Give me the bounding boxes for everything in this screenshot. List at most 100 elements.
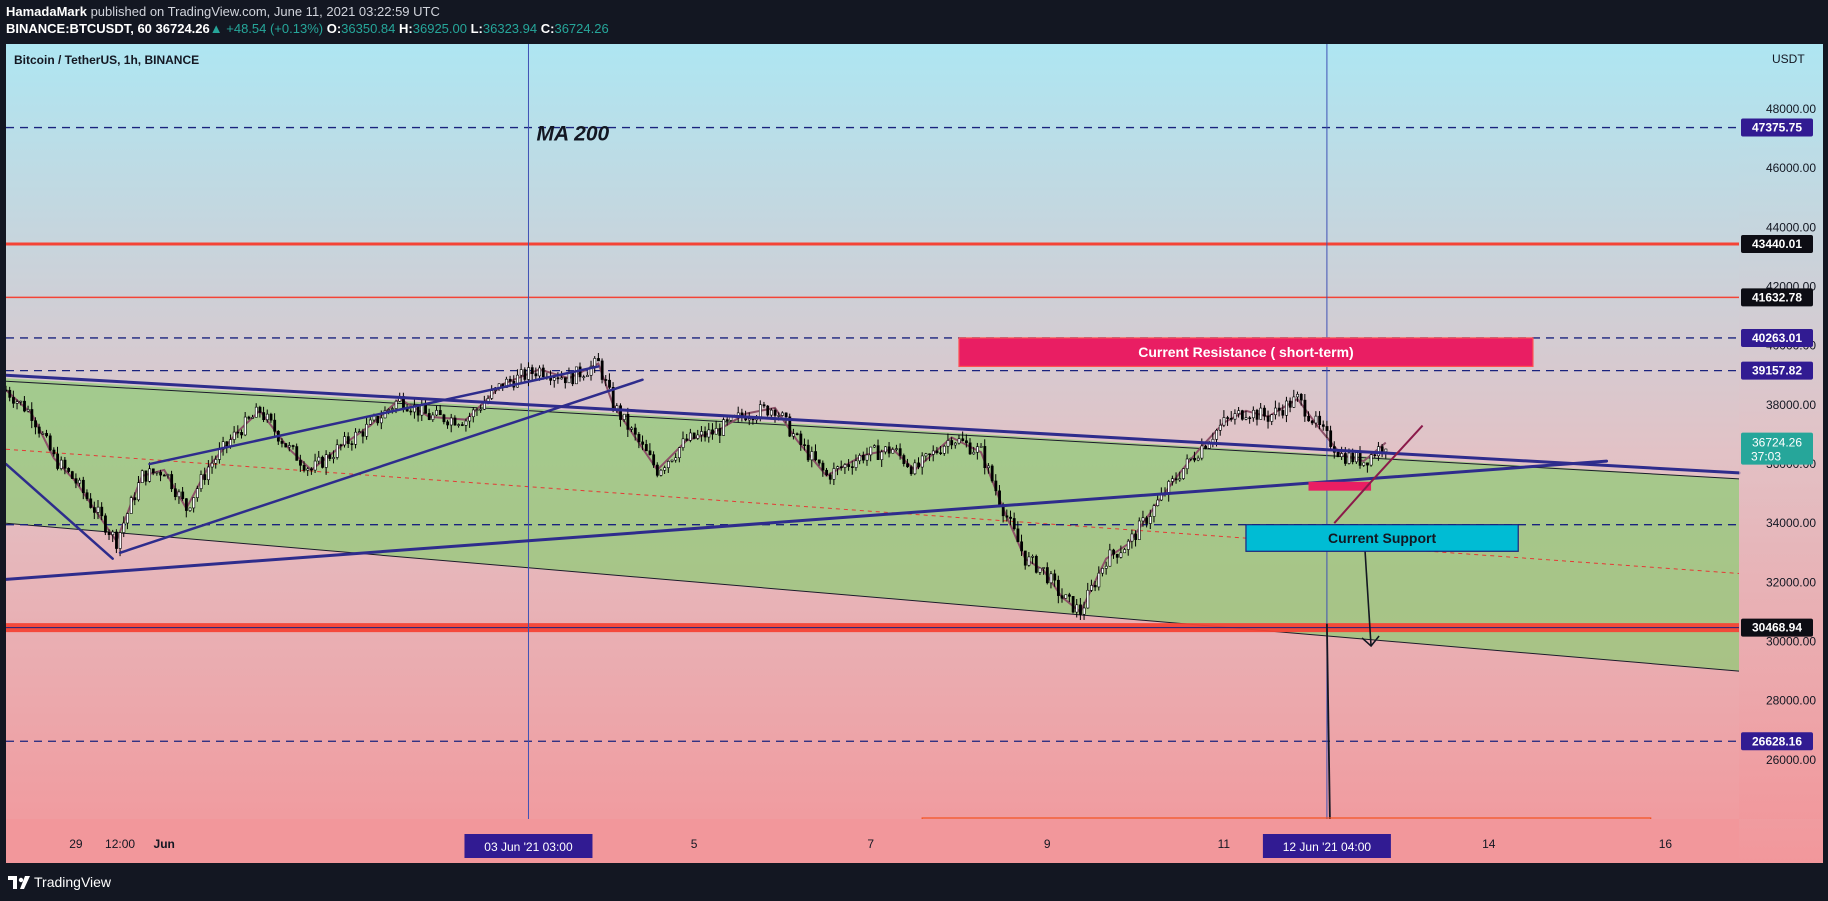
candle-body-299 — [1104, 565, 1108, 569]
candle-body-293 — [1082, 607, 1086, 615]
candle-body-68 — [254, 406, 258, 418]
candle-body-85 — [317, 456, 321, 462]
candle-body-94 — [350, 443, 354, 445]
candle-body-291 — [1075, 604, 1079, 613]
candle-body-143 — [530, 367, 534, 374]
candle-body-323 — [1193, 457, 1196, 461]
close-label: C: — [540, 21, 555, 36]
time-axis-panel[interactable] — [6, 819, 1739, 863]
level-tag-0: 47375.75 — [1752, 121, 1802, 135]
candle-body-276 — [1020, 541, 1024, 552]
candle-body-246 — [909, 466, 913, 475]
candle-body-84 — [313, 460, 317, 471]
chart-title: Bitcoin / TetherUS, 1h, BINANCE — [14, 53, 199, 67]
candle-body-122 — [453, 417, 457, 426]
candle-body-72 — [269, 413, 273, 421]
candle-body-250 — [924, 453, 928, 457]
candle-body-212 — [784, 412, 788, 418]
candle-body-240 — [887, 446, 891, 454]
candle-body-236 — [873, 445, 876, 448]
trendline-3 — [118, 378, 644, 555]
candle-body-264 — [976, 446, 979, 453]
candle-body-42 — [159, 471, 163, 476]
candle-body-254 — [939, 452, 943, 455]
candle-body-71 — [265, 413, 269, 421]
candle-body-351 — [1296, 393, 1299, 398]
candle-body-13 — [52, 449, 56, 455]
candle-body-338 — [1248, 417, 1252, 419]
price-chart[interactable]: MA 200 Current Resistance ( short-term) Cu… — [6, 44, 1823, 863]
candle-body-289 — [1068, 594, 1071, 597]
candle-body-349 — [1288, 400, 1292, 408]
chart-area[interactable]: MA 200 Current Resistance ( short-term) Cu… — [6, 44, 1823, 863]
candle-body-232 — [858, 455, 862, 462]
author-name[interactable]: HamadaMark — [6, 4, 87, 19]
candle-body-146 — [541, 367, 545, 378]
ma200-label: MA 200 — [536, 123, 609, 146]
price-axis-panel[interactable] — [1739, 44, 1823, 819]
candle-body-95 — [354, 431, 358, 445]
candle-body-294 — [1086, 589, 1090, 609]
candle-body-127 — [471, 409, 475, 418]
candle-body-257 — [950, 440, 954, 446]
high-label: H: — [399, 21, 413, 36]
candle-body-141 — [523, 369, 527, 380]
candle-body-37 — [140, 470, 144, 484]
candle-body-66 — [247, 416, 251, 419]
candle-body-191 — [707, 429, 711, 438]
candle-body-105 — [391, 408, 394, 410]
candle-body-92 — [343, 436, 347, 446]
candle-body-78 — [291, 445, 295, 447]
candle-body-137 — [508, 378, 512, 382]
candle-body-336 — [1240, 410, 1244, 420]
candle-body-353 — [1303, 399, 1307, 417]
candle-body-31 — [118, 532, 122, 549]
candle-body-150 — [556, 377, 560, 380]
candle-body-261 — [965, 440, 968, 444]
candle-body-36 — [137, 482, 140, 501]
candle-body-305 — [1126, 540, 1130, 550]
candle-body-118 — [438, 410, 442, 416]
candle-body-325 — [1200, 445, 1204, 459]
candle-body-34 — [129, 497, 133, 514]
tradingview-logo-icon[interactable] — [8, 874, 30, 890]
level-tag-1: 43440.01 — [1752, 237, 1802, 251]
candle-body-88 — [328, 454, 332, 459]
candle-body-126 — [468, 416, 472, 422]
candle-body-292 — [1079, 604, 1082, 615]
candle-body-123 — [457, 424, 461, 426]
candle-body-79 — [295, 446, 299, 461]
published-text: published on TradingView.com, June 11, 2… — [90, 4, 440, 19]
candle-body-128 — [475, 409, 479, 411]
support-arrow-head — [1361, 635, 1380, 648]
candle-body-206 — [762, 404, 766, 407]
candle-body-275 — [1016, 528, 1020, 543]
candle-body-17 — [67, 468, 71, 472]
candle-body-241 — [891, 449, 895, 454]
candle-body-310 — [1145, 517, 1149, 524]
candle-body-35 — [133, 497, 137, 501]
candle-body-93 — [346, 436, 350, 444]
candle-body-73 — [273, 419, 277, 432]
candle-body-190 — [703, 431, 707, 438]
candle-body-342 — [1263, 407, 1266, 417]
trendline-1 — [6, 459, 1609, 581]
candle-body-229 — [847, 464, 851, 467]
close-value: 36724.26 — [554, 21, 609, 36]
candle-body-256 — [946, 440, 950, 447]
candle-body-326 — [1204, 445, 1207, 449]
time-tick-7: 14 — [1482, 837, 1496, 851]
tradingview-brand[interactable]: TradingView — [34, 874, 112, 890]
candle-body-116 — [431, 414, 435, 420]
candle-body-65 — [243, 416, 247, 436]
candle-body-181 — [670, 459, 674, 462]
candle-body-284 — [1049, 573, 1053, 584]
candle-body-12 — [48, 435, 52, 451]
candle-body-176 — [652, 454, 656, 466]
candle-body-359 — [1325, 426, 1329, 432]
time-marker-label-0: 03 Jun '21 03:00 — [484, 840, 573, 854]
candle-body-32 — [122, 522, 126, 533]
candle-body-177 — [655, 464, 659, 476]
candle-body-343 — [1266, 415, 1270, 422]
candle-body-222 — [821, 462, 825, 471]
